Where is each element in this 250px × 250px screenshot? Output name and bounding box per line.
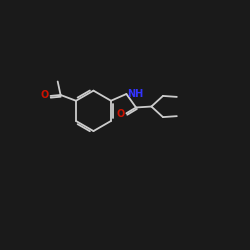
Text: NH: NH (127, 88, 144, 99)
Text: O: O (41, 90, 49, 100)
Text: O: O (116, 109, 125, 119)
